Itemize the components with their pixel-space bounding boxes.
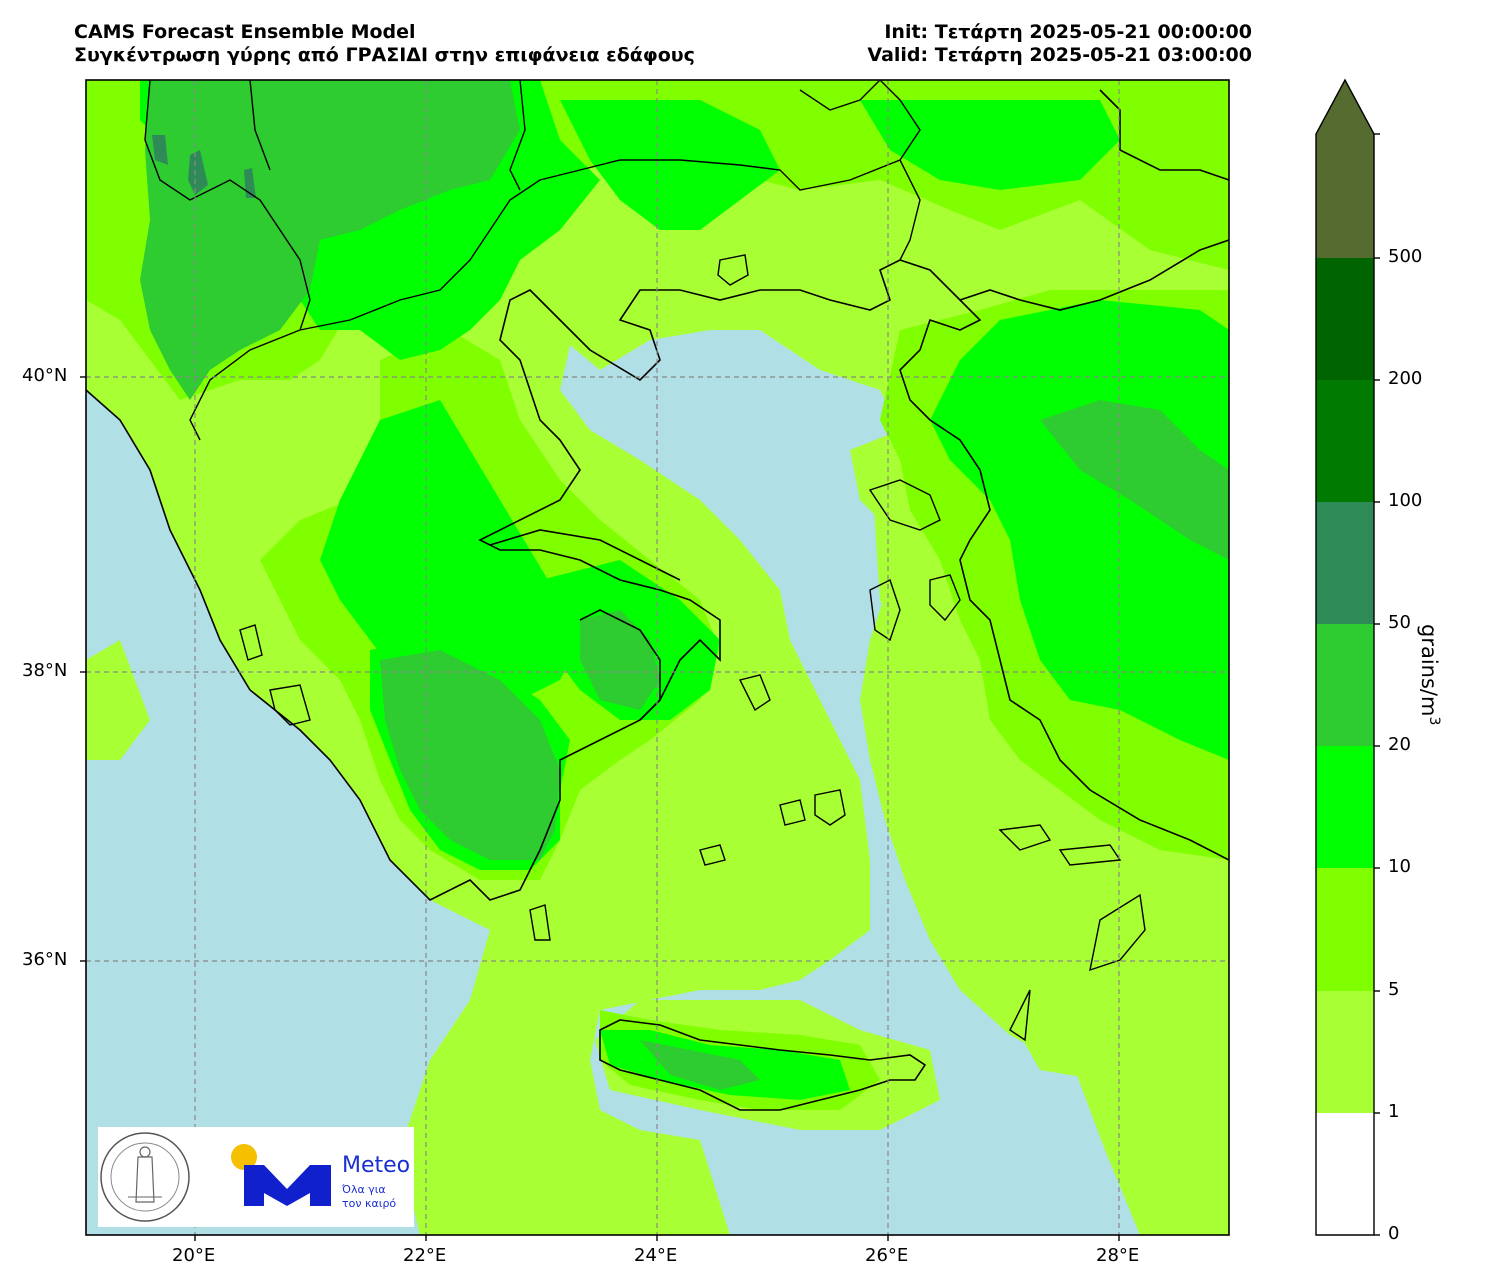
meteo-logo-icon bbox=[231, 1144, 331, 1206]
meteo-tagline-line2: τον καιρό bbox=[342, 1197, 397, 1210]
title-left: CAMS Forecast Ensemble Model Συγκέντρωση… bbox=[74, 21, 695, 67]
colorbar-label-100: 100 bbox=[1388, 490, 1423, 511]
logo-box: Meteo Όλα για τον καιρό bbox=[98, 1127, 414, 1227]
colorbar-band-50-100 bbox=[1316, 502, 1374, 624]
valid-time: Valid: Τετάρτη 2025-05-21 03:00:00 bbox=[867, 44, 1252, 66]
meteo-tagline-line1: Όλα για bbox=[342, 1183, 386, 1196]
title-right: Init: Τετάρτη 2025-05-21 00:00:00 Valid:… bbox=[760, 21, 1252, 67]
colorbar-unit: grains/m bbox=[1417, 624, 1441, 717]
colorbar-label-200: 200 bbox=[1388, 368, 1423, 389]
coastlines bbox=[86, 89, 1229, 1111]
colorbar-unit-exponent: 3 bbox=[1426, 716, 1442, 726]
logos-graphic bbox=[100, 1132, 331, 1222]
init-time: Init: Τετάρτη 2025-05-21 00:00:00 bbox=[884, 21, 1252, 43]
meteo-word: Meteo bbox=[342, 1153, 411, 1178]
lon-tick-20: 20°E bbox=[172, 1245, 216, 1266]
colorbar-band-1-5 bbox=[1316, 991, 1374, 1113]
colorbar-label-1: 1 bbox=[1388, 1101, 1400, 1122]
variable-description: Συγκέντρωση γύρης από ΓΡΑΣΙΔΙ στην επιφά… bbox=[74, 44, 695, 66]
meteo-tagline: Όλα για τον καιρό bbox=[342, 1183, 396, 1211]
axis-tick-marks bbox=[80, 376, 1120, 1241]
colorbar-label-20: 20 bbox=[1388, 734, 1411, 755]
lon-tick-22: 22°E bbox=[403, 1245, 447, 1266]
colorbar-label-0: 0 bbox=[1388, 1223, 1400, 1244]
lon-tick-24: 24°E bbox=[634, 1245, 678, 1266]
colorbar-band-0-1 bbox=[1316, 1113, 1374, 1235]
colorbar-extend-arrow bbox=[1316, 80, 1374, 258]
lon-tick-28: 28°E bbox=[1096, 1245, 1140, 1266]
colorbar-ticks bbox=[1374, 133, 1380, 1236]
gridlines bbox=[86, 80, 1229, 1235]
colorbar-label-500: 500 bbox=[1388, 246, 1423, 267]
colorbar-band-10-20 bbox=[1316, 746, 1374, 868]
colorbar-label-5: 5 bbox=[1388, 979, 1400, 1000]
observatory-seal-icon bbox=[100, 1132, 190, 1222]
colorbar-band-100-200 bbox=[1316, 380, 1374, 502]
colorbar bbox=[1315, 78, 1380, 1236]
colorbar-label-50: 50 bbox=[1388, 612, 1411, 633]
colorbar-title: grains/m3 bbox=[1417, 624, 1442, 725]
colorbar-label-10: 10 bbox=[1388, 856, 1411, 877]
colorbar-band-5-10 bbox=[1316, 868, 1374, 991]
colorbar-band-200-500 bbox=[1316, 258, 1374, 380]
model-name: CAMS Forecast Ensemble Model bbox=[74, 21, 416, 43]
lat-tick-36: 36°N bbox=[22, 949, 68, 970]
lat-tick-40: 40°N bbox=[22, 365, 68, 386]
colorbar-outline bbox=[1315, 78, 1375, 1236]
islands bbox=[239, 254, 1146, 1042]
map-area bbox=[86, 80, 1229, 1235]
country-borders bbox=[144, 80, 921, 441]
lon-tick-26: 26°E bbox=[865, 1245, 909, 1266]
lat-tick-38: 38°N bbox=[22, 660, 68, 681]
colorbar-band-20-50 bbox=[1316, 624, 1374, 746]
